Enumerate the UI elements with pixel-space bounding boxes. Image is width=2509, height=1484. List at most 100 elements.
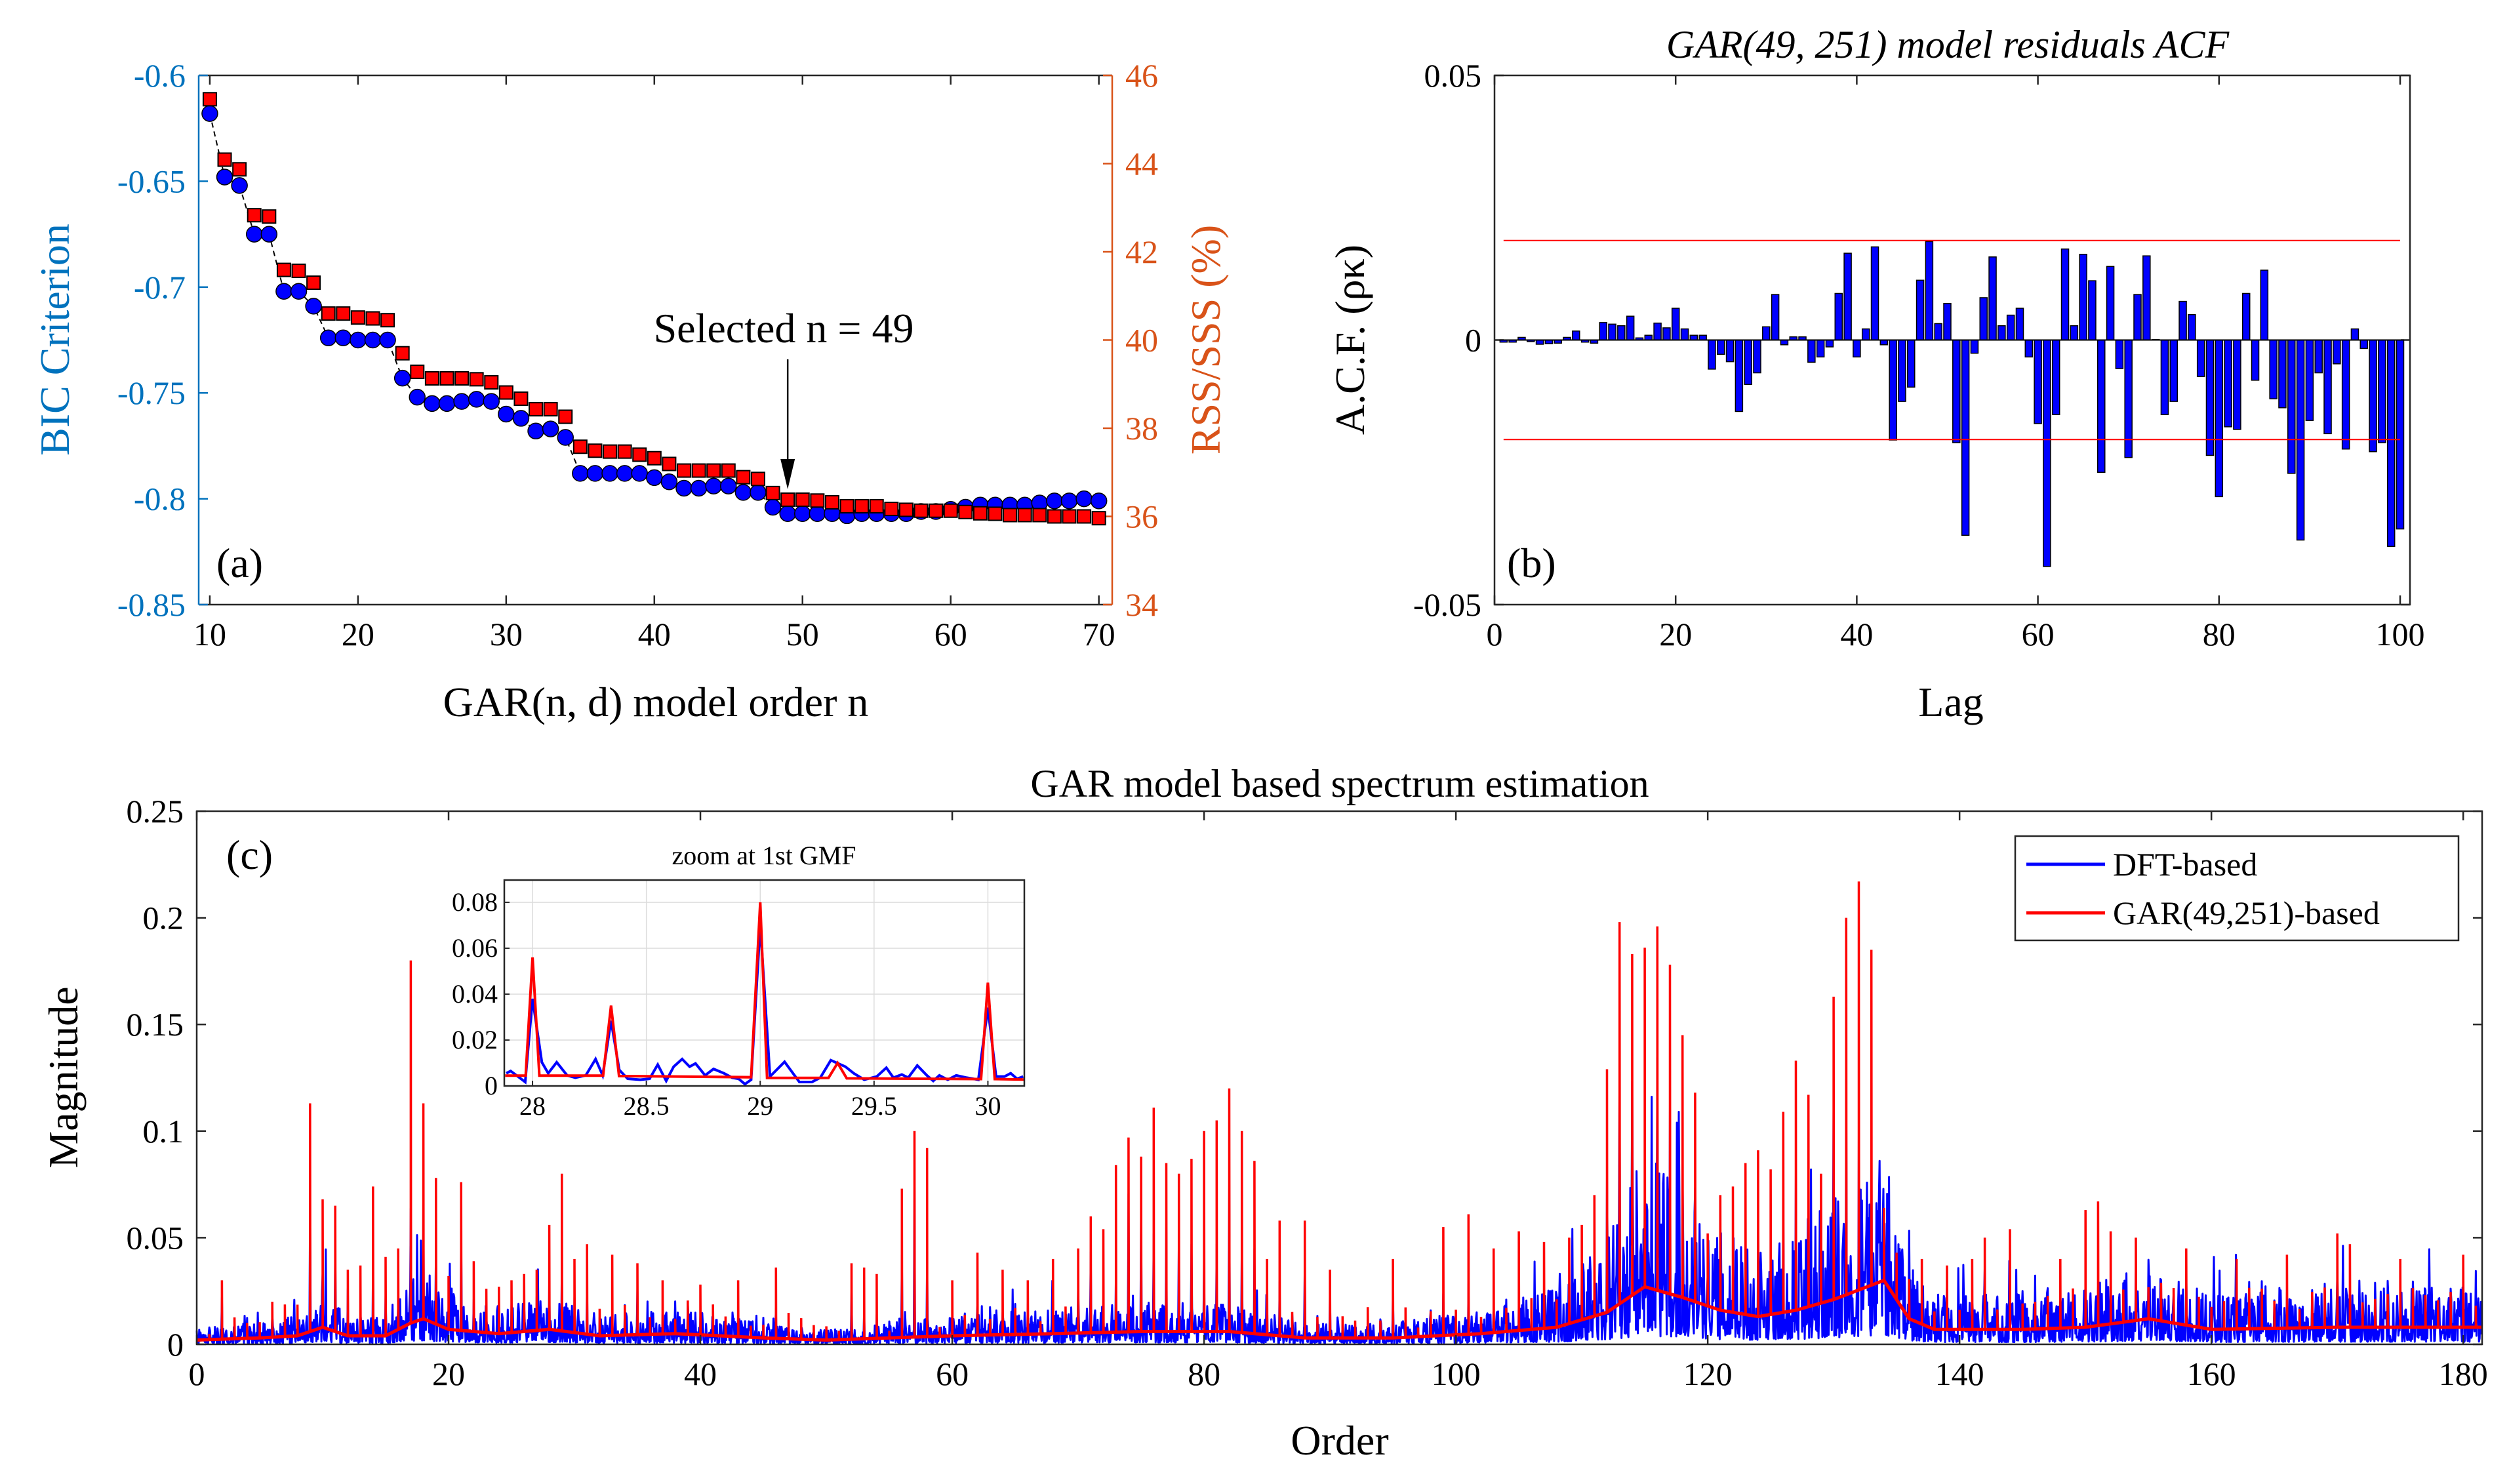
rss-marker [884,502,899,517]
bic-marker [319,329,337,347]
acf-bar [1698,334,1707,341]
acf-bar [2079,254,2087,341]
bic-marker [750,484,767,501]
acf-bar [1952,339,1961,443]
acf-bar [2070,325,2079,341]
bic-marker [483,393,500,410]
rss-marker [854,499,870,514]
bic-marker [290,283,308,300]
inset-zoom-1st-gmf: zoom at 1st GMF 28 28.5 29 29.5 30 0 0.02 0.04 0… [452,841,1026,1121]
acf-bar [2386,339,2396,547]
x-tick-label: 180 [2439,1355,2488,1392]
acf-bar [1889,339,1897,441]
y-tick-label: 0.05 [127,1219,184,1256]
x-tick-label: 100 [1432,1355,1481,1392]
inset-y-tick-label: 0.02 [452,1025,498,1054]
x-tick-label: 0 [189,1355,205,1392]
bic-marker [260,226,278,243]
panel-b-title: GAR(49, 251) model residuals ACF [1666,23,2230,66]
acf-bar [2251,339,2260,381]
dft-series-line [195,1056,2483,1345]
acf-bar [2196,339,2205,377]
bic-marker [557,429,574,446]
acf-bar [2060,248,2070,341]
bic-marker [734,484,752,501]
x-tick-label: 120 [1683,1355,1733,1392]
inset-x-tick-label: 30 [974,1091,1001,1121]
x-tick-label: 60 [936,1355,969,1392]
acf-bar [1807,339,1816,363]
plot-box [195,810,2483,1346]
rss-marker [1003,508,1018,523]
panel-b-label: (b) [1507,540,1556,586]
inset-y-tick-label: 0.06 [452,933,498,963]
rss-marker [262,209,277,224]
bic-marker [586,465,604,482]
rss-marker [513,391,529,406]
acf-bar [1979,297,1988,341]
acf-bar [1843,252,1852,341]
panel-b-ylabel: A.C.F. (ρκ) [1327,245,1373,435]
y-tick-left-label: -0.65 [117,163,186,199]
selected-order-annotation: Selected n = 49 [654,305,914,351]
rss-marker [321,306,336,321]
acf-bar [2051,339,2060,416]
acf-bar [2260,270,2269,341]
acf-bar [2287,339,2296,474]
rss-marker [691,463,706,478]
acf-bar [2024,339,2034,358]
x-tick-label: 80 [2203,616,2236,652]
rss-marker [543,402,558,417]
rss-marker [913,503,929,518]
bic-marker [705,477,722,494]
rss-marker [498,385,513,400]
bic-marker [512,410,530,427]
rss-marker [750,471,765,487]
y-tick-label: -0.05 [1413,586,1481,623]
acf-bar [1744,339,1752,386]
y-tick-left-label: -0.8 [134,481,186,517]
acf-bar [2241,292,2251,341]
x-tick-label: 20 [432,1355,465,1392]
acf-bar [1997,325,2006,341]
x-tick-label: 10 [193,616,226,652]
y-tick-label: 0 [1465,322,1481,359]
acf-bar [2178,300,2187,341]
x-tick-label: 50 [786,616,819,652]
bic-marker [616,465,633,482]
acf-bar [2305,339,2314,421]
bic-marker [794,505,811,522]
rss-marker [395,346,410,361]
panel-c-ylabel: Magnitude [40,986,87,1168]
bic-marker [453,393,470,410]
rss-marker [276,262,291,277]
rss-marker [350,310,365,325]
acf-bar [1907,339,1916,388]
panel-a-ylabel-right: RSS/SSS (%) [1182,225,1229,454]
inset-x-tick-label: 29 [747,1091,773,1121]
rss-marker [721,463,736,478]
acf-bar [1988,256,1997,341]
bic-marker [364,331,382,349]
inset-y-tick-label: 0 [485,1071,498,1100]
acf-bar [2205,339,2215,456]
bic-marker [809,505,826,522]
x-tick-label: 20 [1659,616,1692,652]
acf-bar [1934,323,1942,341]
acf-bar [1644,334,1653,341]
bic-marker [1075,490,1093,508]
rss-marker [454,371,470,386]
acf-bar [1943,303,1952,341]
acf-bar [1572,331,1580,341]
inset-gar-line [505,902,1025,1081]
rss-marker [529,402,544,417]
acf-bar [2115,339,2124,369]
panel-a-label: (a) [216,540,263,586]
x-tick-label: 30 [490,616,523,652]
x-tick-label: 20 [342,616,374,652]
y-tick-right-label: 36 [1125,498,1158,535]
bic-marker [245,226,263,243]
rss-marker [380,313,395,328]
y-tick-label: 0.2 [143,900,184,936]
bic-marker [275,283,292,300]
